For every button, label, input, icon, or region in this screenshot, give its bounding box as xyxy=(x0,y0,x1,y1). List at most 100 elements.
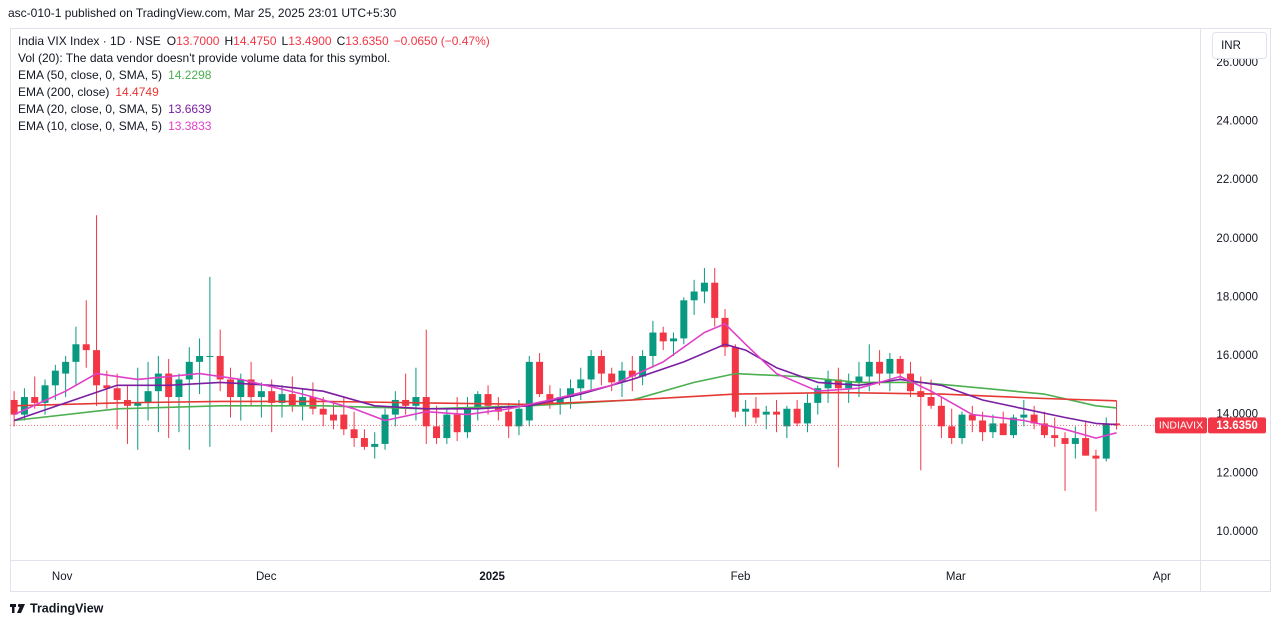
legend-name: EMA (10, close, 0, SMA, 5) xyxy=(18,119,162,133)
candle-body xyxy=(690,291,698,301)
candle-body xyxy=(577,379,585,389)
x-tick-label: Apr xyxy=(1153,571,1171,583)
candle-body xyxy=(773,411,781,415)
legend-entry: EMA (20, close, 0, SMA, 5) 13.6639 xyxy=(18,102,212,116)
candle-body xyxy=(309,397,317,409)
candle-body xyxy=(453,414,461,433)
candle-body xyxy=(989,423,997,433)
ohlc-key: O xyxy=(167,34,176,48)
candle-body xyxy=(1061,438,1069,444)
currency: INR xyxy=(1221,40,1241,52)
candle-body xyxy=(752,408,760,418)
legend-entry: EMA (50, close, 0, SMA, 5) 14.2298 xyxy=(18,68,212,82)
candle-body xyxy=(886,358,894,374)
x-tick-label: 2025 xyxy=(479,571,505,583)
legend-symbol-line: India VIX Index · 1D · NSE O13.7000 H14.47… xyxy=(18,34,490,48)
candle-body xyxy=(1030,414,1038,424)
candle-body xyxy=(93,350,101,386)
candle-body xyxy=(1113,423,1121,426)
candle-body xyxy=(608,373,616,383)
candle-body xyxy=(505,411,513,427)
last-price-name: INDIAVIX xyxy=(1159,420,1203,432)
candle-body xyxy=(494,405,502,412)
y-tick-label: 12.0000 xyxy=(1216,467,1258,479)
candle-body xyxy=(268,391,276,403)
chart-frame xyxy=(10,28,1271,592)
candle-body xyxy=(1102,423,1110,459)
volume-note: Vol (20): The data vendor doesn't provid… xyxy=(18,51,390,65)
candle-body xyxy=(700,282,708,292)
y-tick-label: 18.0000 xyxy=(1216,291,1258,303)
y-tick-label: 16.0000 xyxy=(1216,350,1258,362)
candle-body xyxy=(896,358,904,374)
candle-body xyxy=(999,423,1007,436)
brand-name: TradingView xyxy=(30,601,104,615)
candle-body xyxy=(1040,423,1048,436)
y-tick-label: 20.0000 xyxy=(1216,233,1258,245)
ohlc-key: L xyxy=(282,34,289,48)
candle-body xyxy=(556,397,564,403)
published-note: asc-010-1 published on TradingView.com, … xyxy=(8,6,397,20)
legend-name: EMA (20, close, 0, SMA, 5) xyxy=(18,102,162,116)
candle-body xyxy=(855,376,863,383)
candle-body xyxy=(330,414,338,421)
candle-body xyxy=(216,355,224,380)
candle-body xyxy=(288,394,296,406)
candle-body xyxy=(463,408,471,433)
legend-entry: EMA (200, close) 14.4749 xyxy=(18,85,159,99)
candle-body xyxy=(360,438,368,447)
candle-body xyxy=(649,332,657,356)
candle-body xyxy=(793,408,801,424)
y-tick-label: 24.0000 xyxy=(1216,116,1258,128)
ohlc-value: 13.4900 xyxy=(288,34,332,48)
candle-body xyxy=(618,370,626,383)
candle-body xyxy=(206,355,214,357)
candle-body xyxy=(948,426,956,439)
candle-body xyxy=(1092,455,1100,459)
candle-body xyxy=(546,394,554,403)
candle-body xyxy=(226,379,234,398)
candle-body xyxy=(968,414,976,421)
candle-body xyxy=(721,317,729,348)
legend-value: 14.4749 xyxy=(115,85,159,99)
candle-body xyxy=(587,355,595,380)
legend-value: 13.6639 xyxy=(168,102,212,116)
candle-body xyxy=(371,443,379,447)
ema-line xyxy=(14,391,1117,407)
candle-body xyxy=(515,408,523,427)
plot-area xyxy=(10,215,1121,512)
candle-body xyxy=(731,347,739,412)
ema-line xyxy=(13,323,1117,439)
candle-body xyxy=(340,414,348,430)
candle-body xyxy=(82,344,90,351)
y-tick-label: 10.0000 xyxy=(1216,526,1258,538)
ohlc-value: 13.6350 xyxy=(345,34,389,48)
candle-body xyxy=(597,355,605,374)
candle-body xyxy=(742,408,750,412)
candle-body xyxy=(103,385,111,389)
candle-body xyxy=(144,391,152,403)
candle-body xyxy=(814,388,822,403)
candle-body xyxy=(566,388,574,398)
candle-body xyxy=(525,361,533,421)
candle-body xyxy=(41,385,49,403)
candle-body xyxy=(711,282,719,318)
ohlc-value: 13.7000 xyxy=(176,34,220,48)
ohlc-value: 14.4750 xyxy=(233,34,277,48)
candle-body xyxy=(257,391,265,398)
candle-body xyxy=(484,394,492,406)
candle-body xyxy=(927,397,935,406)
candle-body xyxy=(412,397,420,406)
candle-body xyxy=(196,355,204,362)
candle-body xyxy=(979,420,987,433)
ohlc-key: H xyxy=(224,34,233,48)
candle-body xyxy=(350,429,358,439)
ema-line xyxy=(13,343,1117,426)
candle-body xyxy=(10,399,18,415)
legend-name: EMA (50, close, 0, SMA, 5) xyxy=(18,68,162,82)
legend-value: 14.2298 xyxy=(168,68,212,82)
candle-body xyxy=(937,405,945,427)
x-tick-label: Nov xyxy=(52,571,73,583)
candle-body xyxy=(247,379,255,398)
